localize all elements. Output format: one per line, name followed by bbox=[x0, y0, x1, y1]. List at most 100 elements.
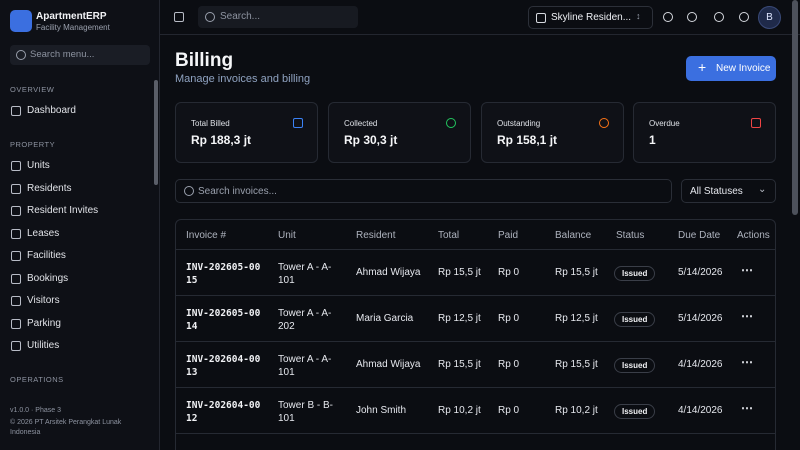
nav-item[interactable]: Visitors bbox=[6, 292, 150, 310]
version: v1.0.0 · Phase 3 bbox=[10, 407, 61, 414]
sidebar: ApartmentERP Facility Management Search me… bbox=[0, 0, 160, 450]
plus-icon: + bbox=[698, 59, 707, 75]
invoice-number[interactable]: INV-202604-0012 bbox=[186, 400, 261, 424]
nav-icon bbox=[11, 251, 21, 261]
nav-item[interactable]: Residents bbox=[6, 180, 150, 198]
page-scrollbar bbox=[792, 0, 798, 215]
table-cell: Ahmad Wijaya bbox=[356, 359, 421, 370]
table-cell: 4/14/2026 bbox=[678, 405, 723, 416]
unit-cell: Tower B - B-101 bbox=[278, 400, 334, 424]
table-cell: Rp 15,5 jt bbox=[438, 267, 481, 278]
building-icon bbox=[536, 13, 546, 23]
invoice-number[interactable]: INV-202605-0014 bbox=[186, 308, 261, 332]
table-cell: John Smith bbox=[356, 405, 407, 416]
nav-item[interactable]: Dashboard bbox=[6, 102, 150, 120]
nav-icon bbox=[11, 318, 21, 329]
table-cell: Rp 0 bbox=[498, 313, 520, 324]
button-label: New Invoice bbox=[716, 63, 771, 74]
toolbar-button bbox=[663, 12, 673, 22]
nav-icon bbox=[11, 183, 21, 194]
column-header: Resident bbox=[356, 230, 396, 241]
invoice-number[interactable]: INV-202604-0013 bbox=[186, 354, 261, 378]
nav-item[interactable]: Utilities bbox=[6, 337, 150, 355]
nav-label: Facilities bbox=[27, 250, 66, 261]
status-badge: Issued bbox=[614, 404, 656, 419]
app-subtitle: Facility Management bbox=[36, 23, 110, 32]
stat-value: Rp 188,3 jt bbox=[191, 133, 252, 147]
actions-menu[interactable]: ⋯ bbox=[741, 309, 753, 323]
stat-label: Total Billed bbox=[191, 119, 230, 128]
table-row: INV-202604-0013 Tower A - A-101 Ahmad Wija… bbox=[176, 342, 775, 388]
column-header: Paid bbox=[498, 230, 519, 241]
stat-card: Overdue 1 bbox=[633, 102, 776, 163]
column-header: Actions bbox=[737, 230, 770, 241]
nav-item[interactable]: Parking bbox=[6, 315, 150, 333]
app-name: ApartmentERP bbox=[36, 11, 107, 22]
table-cell: Rp 15,5 jt bbox=[555, 359, 598, 370]
actions-menu[interactable]: ⋯ bbox=[741, 355, 753, 369]
unit-cell: Tower A - A-202 bbox=[278, 308, 332, 332]
stat-card: Total Billed Rp 188,3 jt bbox=[175, 102, 318, 163]
table-row: INV-202605-0014 Tower A - A-202 Maria Garc… bbox=[176, 296, 775, 342]
status-filter[interactable]: All Statuses ⌄ bbox=[681, 179, 776, 203]
section-title: OPERATIONS bbox=[10, 375, 64, 384]
stat-value: Rp 30,3 jt bbox=[344, 133, 398, 147]
property-name: Skyline Residen... bbox=[551, 12, 632, 23]
toolbar-button bbox=[739, 12, 749, 22]
nav-label: Visitors bbox=[27, 295, 60, 306]
nav-icon bbox=[11, 106, 21, 116]
nav-label: Dashboard bbox=[27, 105, 76, 116]
nav-label: Parking bbox=[27, 317, 61, 329]
status-badge: Issued bbox=[614, 312, 656, 327]
stat-card: Outstanding Rp 158,1 jt bbox=[481, 102, 624, 163]
header-divider bbox=[176, 249, 775, 250]
stat-label: Collected bbox=[344, 119, 378, 128]
stat-icon bbox=[446, 118, 456, 128]
sidebar-toggle bbox=[174, 12, 184, 22]
table-cell: Rp 15,5 jt bbox=[555, 267, 598, 278]
nav-icon bbox=[11, 161, 21, 171]
stat-icon bbox=[599, 118, 609, 128]
search-icon bbox=[184, 186, 194, 196]
nav-item[interactable]: Facilities bbox=[6, 247, 150, 265]
property-selector[interactable]: Skyline Residen... ↕ bbox=[528, 6, 653, 29]
nav-label: Units bbox=[27, 160, 50, 171]
nav-item[interactable]: Units bbox=[6, 157, 150, 175]
column-header: Balance bbox=[555, 230, 592, 241]
nav-item[interactable]: Resident Invites bbox=[6, 202, 150, 220]
nav-item[interactable]: Leases bbox=[6, 225, 150, 243]
menu-search[interactable]: Search menu... bbox=[10, 45, 150, 65]
sidebar-scrollbar bbox=[154, 80, 158, 185]
nav-icon bbox=[11, 296, 21, 306]
column-header: Total bbox=[438, 230, 460, 241]
actions-menu[interactable]: ⋯ bbox=[741, 401, 753, 415]
actions-menu[interactable]: ⋯ bbox=[741, 263, 753, 277]
chevron: ↕ bbox=[636, 11, 641, 21]
table-row: INV-202604-0012 Tower B - B-101 John Smith… bbox=[176, 388, 775, 434]
section-title: PROPERTY bbox=[10, 140, 56, 149]
invoice-search[interactable]: Search invoices... bbox=[175, 179, 672, 203]
table-row: INV-202605-0015 Tower A - A-101 Ahmad Wija… bbox=[176, 250, 775, 296]
table-cell: Rp 12,5 jt bbox=[555, 313, 598, 324]
nav-label: Residents bbox=[27, 182, 72, 194]
nav-icon bbox=[11, 206, 21, 216]
table-cell: 5/14/2026 bbox=[678, 267, 723, 278]
new-invoice-button[interactable]: + New Invoice bbox=[686, 56, 776, 81]
stat-value: Rp 158,1 jt bbox=[497, 133, 558, 147]
stat-label: Outstanding bbox=[497, 119, 541, 128]
invoice-number[interactable]: INV-202605-0015 bbox=[186, 262, 261, 286]
nav-label: Leases bbox=[27, 227, 60, 239]
table-cell: Ahmad Wijaya bbox=[356, 267, 421, 278]
global-search[interactable]: Search... bbox=[198, 6, 358, 28]
avatar[interactable]: B bbox=[758, 6, 781, 29]
table-cell: Maria Garcia bbox=[356, 313, 414, 324]
column-header: Status bbox=[616, 230, 645, 241]
app-logo bbox=[10, 10, 32, 32]
nav-item[interactable]: Bookings bbox=[6, 270, 150, 288]
stat-value: 1 bbox=[649, 133, 656, 147]
table-cell: Rp 0 bbox=[498, 405, 520, 416]
column-header: Unit bbox=[278, 230, 296, 241]
table-cell: Rp 10,2 jt bbox=[438, 405, 481, 416]
page-title: Billing bbox=[175, 50, 234, 71]
